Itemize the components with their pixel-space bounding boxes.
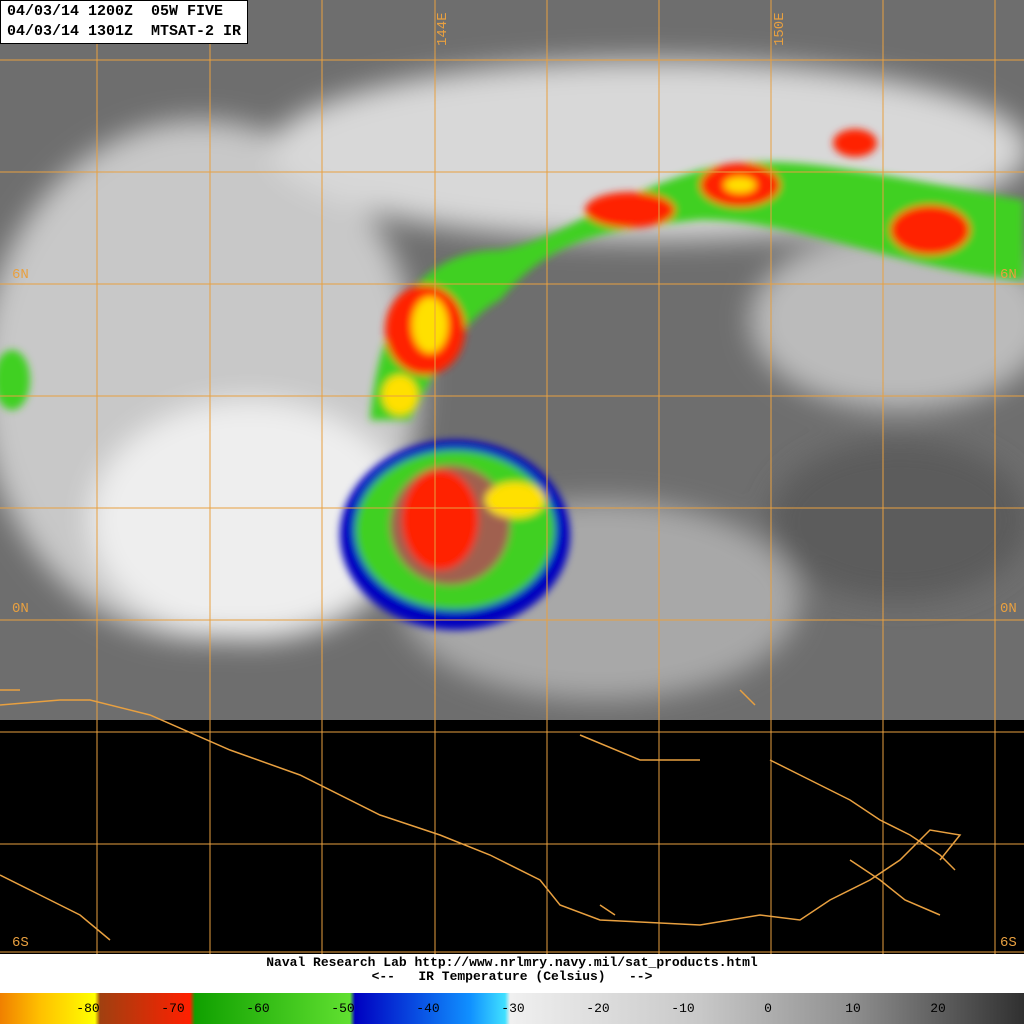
colorbar-label: -20 [586, 1001, 610, 1016]
no-data-region [0, 720, 1024, 954]
header-line: 04/03/14 1301Z MTSAT-2 IR [7, 23, 242, 40]
colorbar-label: 10 [845, 1001, 861, 1016]
footer: Naval Research Lab http://www.nrlmry.nav… [0, 954, 1024, 993]
colorbar-label: -50 [331, 1001, 355, 1016]
colorbar-label: -40 [416, 1001, 440, 1016]
latitude-label: 6N [12, 267, 29, 283]
header-box: 04/03/14 1200Z 05W FIVE 04/03/14 1301Z MT… [0, 0, 249, 44]
latitude-label: 6S [1000, 935, 1017, 951]
colorbar-label: 0 [764, 1001, 772, 1016]
latitude-label: 0N [12, 601, 29, 617]
colorbar-label: -80 [76, 1001, 100, 1016]
latitude-label: 6N [1000, 267, 1017, 283]
colorbar-label: -10 [671, 1001, 695, 1016]
colorbar-label: -70 [161, 1001, 185, 1016]
convection [0, 129, 1024, 630]
latitude-label: 0N [1000, 601, 1017, 617]
coastlines [0, 689, 962, 941]
colorbar-label: -60 [246, 1001, 270, 1016]
colorbar-label: -30 [501, 1001, 525, 1016]
longitude-label: 144E [435, 12, 451, 46]
longitude-label: 150E [772, 12, 788, 46]
colorbar-label: 20 [930, 1001, 946, 1016]
caption: <-- IR Temperature (Celsius) --> [371, 969, 653, 984]
latitude-label: 6S [12, 935, 29, 951]
colorbar: -80 -70 -60 -50 -40 -30 -20 -10 0 10 20 [0, 993, 1024, 1024]
credit: Naval Research Lab http://www.nrlmry.nav… [266, 955, 758, 970]
graticule [0, 0, 1024, 954]
header-line: 04/03/14 1200Z 05W FIVE [7, 3, 224, 20]
